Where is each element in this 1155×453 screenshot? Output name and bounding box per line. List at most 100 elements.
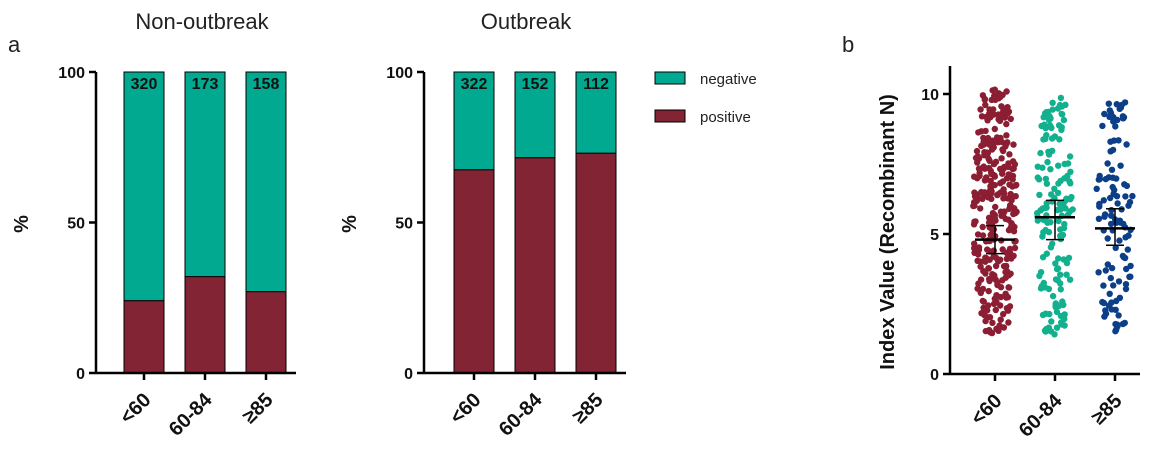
data-point bbox=[1066, 276, 1074, 283]
data-point bbox=[988, 170, 995, 177]
data-point bbox=[973, 147, 981, 155]
data-point bbox=[971, 218, 978, 225]
data-point bbox=[1119, 113, 1127, 120]
data-point bbox=[1116, 105, 1123, 113]
data-point bbox=[981, 177, 989, 184]
chart-index-value: Index Value (Recombinant N) <60 60-84 ≥85 0… bbox=[877, 66, 1140, 442]
data-point bbox=[987, 328, 994, 336]
data-point bbox=[995, 95, 1002, 102]
data-point bbox=[1006, 151, 1013, 158]
data-point bbox=[1063, 271, 1070, 278]
data-point bbox=[1002, 262, 1010, 270]
data-point bbox=[990, 160, 998, 168]
data-point bbox=[1101, 110, 1108, 118]
data-point bbox=[1043, 180, 1051, 187]
data-point bbox=[1055, 122, 1063, 129]
data-point bbox=[974, 285, 981, 292]
x-tick-label: 60-84 bbox=[1015, 389, 1067, 441]
data-point bbox=[1105, 174, 1113, 181]
data-point bbox=[1036, 272, 1043, 280]
x-tick-label: ≥85 bbox=[568, 389, 607, 428]
data-point bbox=[1048, 191, 1055, 198]
data-point bbox=[974, 153, 982, 160]
data-point bbox=[1043, 132, 1050, 139]
x-tick-label: ≥85 bbox=[1087, 390, 1126, 429]
data-point bbox=[1036, 191, 1043, 199]
panel-label-a: a bbox=[8, 32, 21, 57]
data-point bbox=[1124, 246, 1132, 253]
data-point bbox=[997, 180, 1004, 187]
legend-swatch-negative bbox=[654, 71, 686, 85]
data-point bbox=[991, 125, 998, 133]
data-point bbox=[977, 205, 984, 212]
bar-negative bbox=[575, 71, 617, 154]
y-tick-label: 0 bbox=[404, 366, 413, 383]
n-label: 173 bbox=[192, 76, 219, 93]
bar-positive bbox=[575, 152, 617, 374]
data-point bbox=[988, 195, 995, 203]
data-point bbox=[1002, 290, 1009, 297]
data-point bbox=[992, 306, 999, 314]
data-point bbox=[1095, 269, 1102, 276]
data-point bbox=[1115, 278, 1123, 285]
data-point bbox=[974, 257, 981, 264]
data-point bbox=[978, 142, 985, 150]
data-point bbox=[1100, 282, 1107, 289]
n-label: 152 bbox=[522, 76, 549, 93]
bar-positive bbox=[184, 276, 226, 374]
data-point bbox=[1039, 311, 1047, 319]
legend-swatch-positive bbox=[654, 109, 686, 123]
data-point bbox=[1107, 138, 1114, 145]
data-point bbox=[1006, 181, 1013, 188]
data-point bbox=[1117, 219, 1124, 226]
data-point bbox=[1107, 220, 1115, 228]
data-point bbox=[1116, 294, 1124, 301]
data-point bbox=[1061, 160, 1068, 168]
data-point bbox=[1114, 200, 1121, 207]
data-point bbox=[982, 258, 989, 265]
n-label: 158 bbox=[253, 76, 280, 93]
data-point bbox=[1102, 267, 1110, 274]
data-point bbox=[986, 141, 993, 148]
data-point bbox=[1003, 88, 1010, 95]
data-point bbox=[1041, 110, 1049, 117]
data-point bbox=[1112, 328, 1119, 335]
data-point bbox=[1005, 284, 1013, 291]
data-point bbox=[977, 106, 984, 113]
data-point bbox=[1055, 255, 1062, 262]
data-point bbox=[1116, 237, 1123, 244]
data-point bbox=[1102, 307, 1109, 314]
data-point bbox=[1008, 255, 1015, 262]
data-point bbox=[987, 177, 994, 185]
x-tick-label: 60-84 bbox=[165, 388, 217, 440]
data-point bbox=[1059, 313, 1067, 320]
data-point bbox=[1105, 302, 1113, 309]
data-point bbox=[1121, 319, 1129, 327]
data-point bbox=[1110, 282, 1117, 289]
data-point bbox=[980, 267, 987, 275]
data-point bbox=[1110, 190, 1117, 198]
y-tick-label: 10 bbox=[921, 87, 939, 104]
data-point bbox=[983, 149, 991, 156]
data-point bbox=[1047, 122, 1054, 129]
data-point bbox=[985, 265, 993, 272]
data-point bbox=[1003, 175, 1011, 182]
data-point bbox=[995, 258, 1002, 265]
data-point bbox=[1004, 139, 1011, 146]
data-point bbox=[1047, 166, 1054, 173]
data-point bbox=[1119, 252, 1127, 260]
data-point bbox=[980, 163, 987, 170]
data-point bbox=[1106, 113, 1113, 121]
bar-positive bbox=[453, 169, 495, 374]
y-axis-label: % bbox=[11, 215, 33, 233]
data-point bbox=[1051, 185, 1058, 192]
legend: negative positive bbox=[654, 71, 757, 126]
data-point bbox=[997, 316, 1004, 323]
data-point bbox=[1052, 300, 1060, 307]
data-point bbox=[975, 251, 982, 258]
data-point bbox=[1114, 323, 1121, 330]
data-point bbox=[1101, 213, 1108, 220]
data-point bbox=[1049, 292, 1057, 300]
data-point bbox=[994, 191, 1002, 198]
data-point bbox=[1100, 299, 1108, 307]
